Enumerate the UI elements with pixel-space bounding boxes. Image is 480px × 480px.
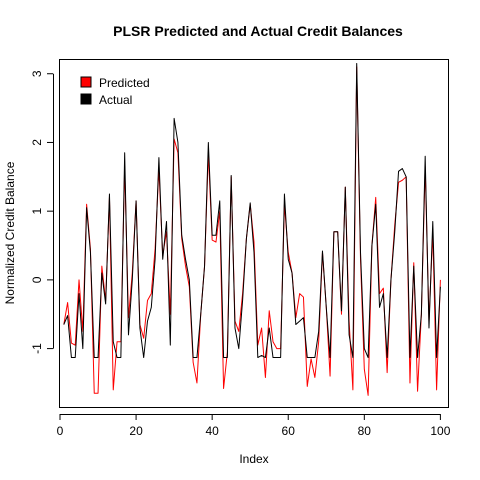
legend-swatch-predicted: [80, 76, 92, 88]
y-tick-label: 0: [30, 276, 44, 283]
x-axis-label: Index: [239, 452, 268, 466]
y-axis-label: Normalized Credit Balance: [3, 161, 17, 304]
x-tick-label: 20: [129, 424, 143, 438]
x-tick-label: 100: [430, 424, 450, 438]
legend-label-predicted: Predicted: [99, 76, 150, 90]
legend-label-actual: Actual: [99, 93, 132, 107]
plot-lines: [63, 62, 441, 396]
y-tick-label: 3: [30, 70, 44, 77]
y-tick-label: -1: [30, 343, 44, 354]
y-tick-label: 2: [30, 139, 44, 146]
x-tick-label: 60: [282, 424, 296, 438]
x-tick-label: 0: [57, 424, 64, 438]
plot-frame: [59, 59, 449, 408]
legend: Predicted Actual: [80, 76, 150, 107]
series-line-actual: [63, 62, 441, 359]
x-axis: 0 20 40 60 80 100: [57, 414, 451, 438]
x-tick-label: 80: [358, 424, 372, 438]
y-tick-label: 1: [30, 208, 44, 215]
y-axis: -1 0 1 2 3: [30, 70, 54, 354]
chart-title: PLSR Predicted and Actual Credit Balance…: [113, 23, 403, 39]
legend-swatch-actual: [80, 93, 92, 105]
x-tick-label: 40: [205, 424, 219, 438]
